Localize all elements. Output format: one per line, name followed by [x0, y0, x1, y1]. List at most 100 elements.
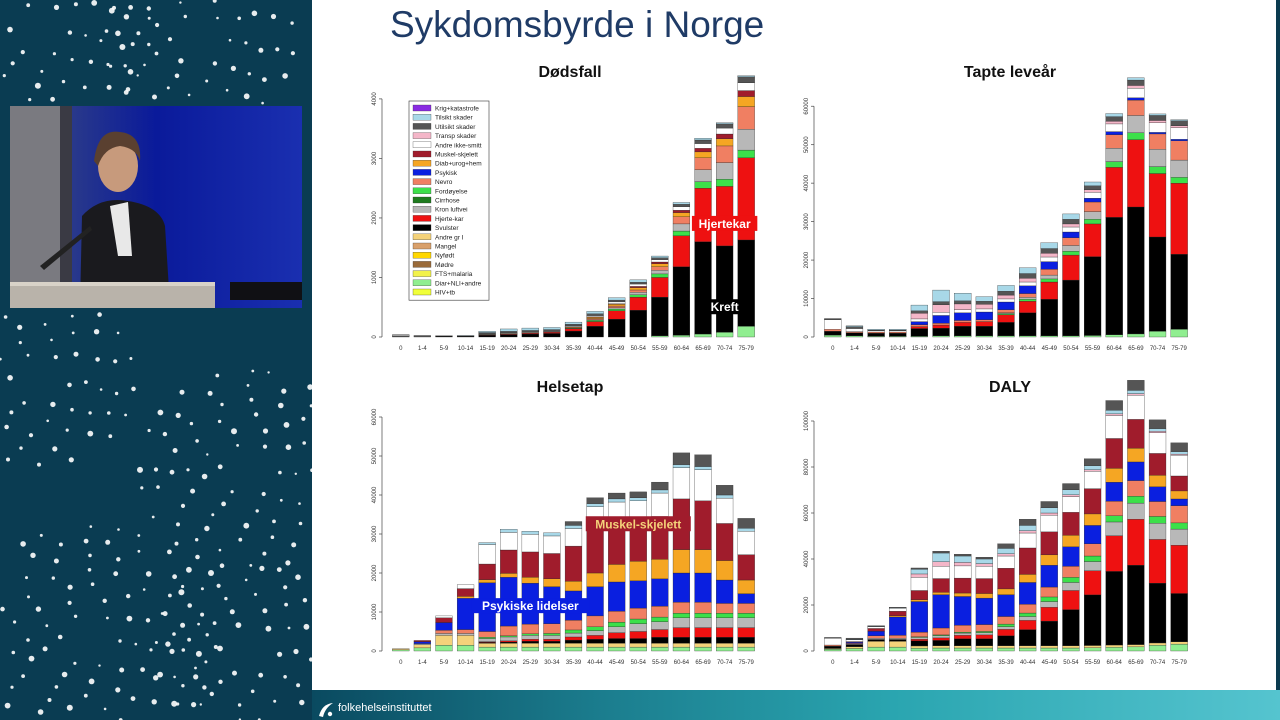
bar-segment	[975, 557, 993, 560]
x-tick-label: 50-54	[631, 346, 647, 352]
bar-segment	[910, 310, 928, 314]
dot	[0, 606, 5, 612]
bar-segment	[737, 579, 755, 594]
dot	[237, 703, 242, 707]
dot	[235, 622, 242, 628]
x-tick-label: 50-54	[1063, 346, 1079, 352]
dot	[217, 419, 222, 424]
dot	[309, 404, 312, 408]
bar-segment	[1084, 189, 1102, 193]
legend-swatch	[412, 123, 432, 130]
bar-segment	[1062, 219, 1080, 225]
bar-segment	[1105, 647, 1123, 652]
bar-segment	[975, 647, 993, 652]
dot	[136, 31, 141, 36]
y-tick-label: 80000	[804, 458, 810, 475]
dot	[190, 488, 196, 494]
dot	[294, 472, 297, 475]
bar-segment	[1084, 561, 1102, 571]
bar-segment	[1127, 447, 1145, 463]
y-tick-label: 30000	[804, 213, 810, 230]
bar-segment	[1062, 226, 1080, 233]
dot	[147, 16, 151, 20]
x-tick-label: 5-9	[440, 660, 449, 666]
bar-segment	[435, 617, 453, 623]
bar-segment	[543, 643, 561, 648]
bar-segment	[867, 639, 885, 642]
bar-segment	[1105, 123, 1123, 132]
dot	[287, 626, 291, 630]
bar-segment	[543, 333, 561, 338]
dot	[66, 704, 73, 711]
dot	[7, 26, 13, 33]
bar-segment	[1127, 393, 1145, 396]
bar-segment	[1148, 166, 1167, 174]
bar-segment	[543, 623, 561, 634]
dot	[181, 684, 185, 688]
x-tick-label: 60-64	[1107, 660, 1123, 666]
dot	[126, 593, 131, 599]
bar-segment	[716, 123, 734, 129]
bar-segment	[716, 494, 734, 499]
bar-segment	[629, 286, 647, 288]
bar-segment	[694, 139, 712, 144]
bar-segment	[910, 631, 928, 637]
chart-title: Helsetap	[537, 379, 604, 396]
bar-segment	[1062, 647, 1080, 652]
dot	[200, 612, 205, 617]
bar-segment	[651, 335, 669, 338]
dot	[243, 522, 250, 529]
legend-swatch	[412, 270, 432, 277]
bar-segment	[932, 324, 950, 329]
bar-segment	[975, 563, 993, 567]
bar-segment	[629, 294, 647, 298]
bar-segment	[1170, 498, 1188, 506]
dot	[154, 641, 158, 644]
bar-segment	[608, 581, 626, 612]
dot	[218, 548, 222, 552]
bar-segment	[564, 324, 583, 326]
bar-segment	[608, 632, 626, 639]
bar-segment	[1170, 125, 1188, 128]
bar-segment	[1127, 139, 1145, 208]
x-tick-label: 10-14	[890, 346, 906, 352]
bar-segment	[1127, 132, 1145, 140]
bar-segment	[456, 629, 475, 634]
bar-segment	[672, 549, 691, 574]
dot	[205, 79, 209, 83]
dot	[87, 430, 94, 437]
bar-segment	[564, 545, 583, 582]
bar-segment	[478, 631, 496, 638]
bar-segment	[500, 635, 518, 638]
x-tick-label: 30-34	[977, 346, 993, 352]
y-tick-label: 20000	[372, 564, 378, 581]
bar-segment	[543, 633, 561, 636]
dot	[174, 73, 180, 79]
bar-segment	[1170, 453, 1188, 456]
x-tick-label: 65-69	[695, 660, 711, 666]
bar-segment	[910, 304, 928, 311]
dot	[57, 634, 63, 640]
x-tick-label: 40-44	[1020, 660, 1036, 666]
dot	[108, 7, 115, 14]
bar-segment	[1127, 419, 1145, 449]
bar-segment	[1062, 577, 1080, 583]
bar-segment	[586, 497, 604, 504]
bar-segment	[1062, 582, 1080, 591]
dot	[224, 596, 228, 601]
dot	[73, 661, 77, 665]
slide-title: Sykdomsbyrde i Norge	[390, 4, 765, 45]
bar-segment	[737, 106, 755, 130]
dot	[90, 582, 95, 586]
dot	[140, 486, 144, 490]
x-tick-label: 50-54	[631, 660, 647, 666]
dot	[187, 603, 192, 608]
bar-segment	[997, 629, 1015, 636]
bar-segment	[824, 637, 842, 639]
bar-segment	[975, 632, 993, 636]
bar-segment	[1127, 88, 1145, 98]
dot	[35, 606, 42, 612]
dot	[202, 685, 207, 690]
legend-swatch	[412, 169, 432, 176]
bar-segment	[932, 327, 950, 336]
